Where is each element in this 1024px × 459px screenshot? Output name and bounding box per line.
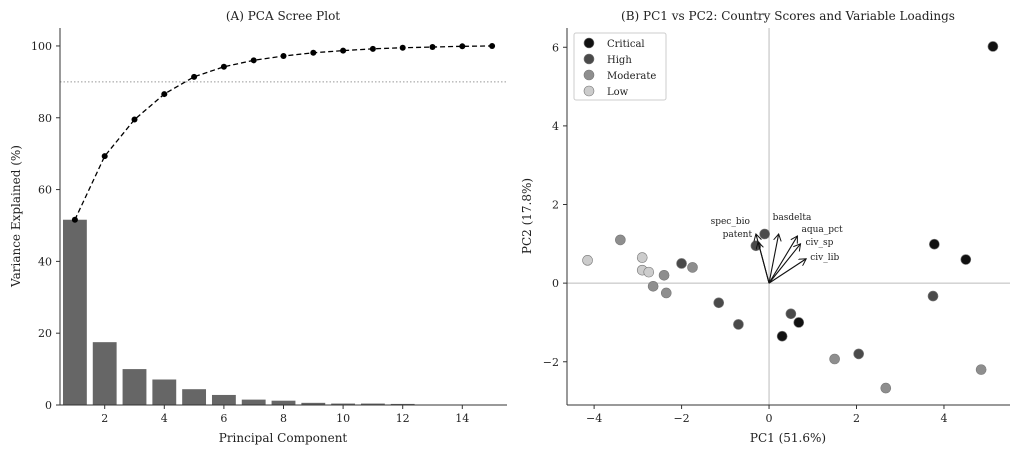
score-point-critical — [988, 41, 998, 51]
cumulative-point — [251, 57, 257, 63]
cumulative-point — [459, 43, 465, 49]
legend-marker-critical — [584, 38, 594, 48]
loading-label: basdelta — [773, 213, 812, 223]
score-point-high — [714, 298, 724, 308]
scatter-ylabel: PC2 (17.8%) — [520, 178, 534, 254]
y-tick-label: 6 — [552, 41, 559, 54]
score-point-high — [677, 258, 687, 268]
y-tick-label: 80 — [38, 112, 52, 125]
x-tick-label: 4 — [940, 412, 947, 425]
cumulative-point — [102, 153, 108, 159]
scatter-xlabel: PC1 (51.6%) — [750, 431, 826, 445]
cumulative-point — [310, 50, 316, 56]
cumulative-point — [132, 117, 138, 123]
score-point-moderate — [661, 288, 671, 298]
x-tick-label: −2 — [673, 412, 689, 425]
legend-label: Moderate — [607, 71, 656, 82]
variance-bar — [242, 400, 266, 405]
legend-marker-low — [584, 86, 594, 96]
variance-bar — [152, 380, 176, 405]
variance-bar — [212, 395, 236, 405]
loading-arrow — [758, 242, 769, 283]
score-point-moderate — [648, 281, 658, 291]
score-point-high — [733, 319, 743, 329]
y-tick-label: 20 — [38, 327, 52, 340]
loading-arrow — [769, 244, 800, 283]
x-tick-label: −4 — [586, 412, 602, 425]
legend-marker-high — [584, 54, 594, 64]
loading-label: civ_sp — [806, 238, 834, 248]
variance-bar — [182, 389, 206, 405]
score-point-moderate — [659, 270, 669, 280]
cumulative-point — [191, 74, 197, 80]
scatter-title: (B) PC1 vs PC2: Country Scores and Varia… — [621, 9, 955, 23]
x-tick-label: 4 — [161, 412, 168, 425]
loading-label: aqua_pct — [801, 225, 843, 235]
x-tick-label: 14 — [455, 412, 469, 425]
x-tick-label: 0 — [766, 412, 773, 425]
cumulative-point — [161, 91, 167, 97]
legend: Critical High Moderate Low — [574, 33, 666, 100]
cumulative-point — [400, 45, 406, 51]
legend-marker-moderate — [584, 70, 594, 80]
variance-bar — [123, 369, 147, 405]
cumulative-point — [72, 217, 78, 223]
score-point-low — [583, 255, 593, 265]
cumulative-point — [430, 44, 436, 50]
legend-label: Critical — [607, 39, 645, 50]
score-point-high — [928, 291, 938, 301]
y-tick-label: 0 — [552, 277, 559, 290]
y-tick-label: 0 — [45, 399, 52, 412]
x-tick-label: 12 — [396, 412, 410, 425]
scree-ylabel: Variance Explained (%) — [9, 145, 23, 288]
score-point-low — [644, 267, 654, 277]
score-point-moderate — [830, 354, 840, 364]
loading-label: civ_lib — [810, 253, 839, 263]
scree-title: (A) PCA Scree Plot — [226, 9, 340, 23]
score-point-critical — [794, 317, 804, 327]
y-tick-label: 40 — [38, 255, 52, 268]
y-tick-label: 4 — [552, 120, 559, 133]
variance-bar — [63, 220, 87, 405]
score-point-critical — [929, 239, 939, 249]
score-point-low — [637, 253, 647, 263]
variance-bar — [93, 342, 117, 405]
loading-label: spec_bio — [711, 217, 750, 227]
cumulative-line — [75, 46, 492, 220]
y-tick-label: 2 — [552, 199, 559, 212]
score-point-high — [854, 349, 864, 359]
score-point-critical — [961, 255, 971, 265]
variance-bar — [272, 401, 296, 405]
cumulative-point — [340, 48, 346, 54]
x-tick-label: 2 — [101, 412, 108, 425]
y-tick-label: 100 — [31, 40, 52, 53]
score-point-high — [786, 309, 796, 319]
loading-label: patent — [723, 230, 753, 240]
x-tick-label: 6 — [220, 412, 227, 425]
score-point-moderate — [688, 262, 698, 272]
x-tick-label: 10 — [336, 412, 350, 425]
cumulative-point — [281, 53, 287, 59]
y-tick-label: −2 — [543, 356, 559, 369]
cumulative-point — [489, 43, 495, 49]
score-point-moderate — [976, 365, 986, 375]
score-point-high — [760, 229, 770, 239]
x-tick-label: 2 — [853, 412, 860, 425]
score-point-moderate — [881, 383, 891, 393]
loading-arrow — [769, 259, 806, 283]
x-tick-label: 8 — [280, 412, 287, 425]
score-point-moderate — [615, 235, 625, 245]
cumulative-point — [221, 64, 227, 70]
score-point-critical — [777, 331, 787, 341]
scree-xlabel: Principal Component — [219, 431, 348, 445]
legend-label: Low — [607, 87, 629, 98]
y-tick-label: 60 — [38, 184, 52, 197]
legend-label: High — [607, 55, 632, 66]
cumulative-point — [370, 46, 376, 52]
